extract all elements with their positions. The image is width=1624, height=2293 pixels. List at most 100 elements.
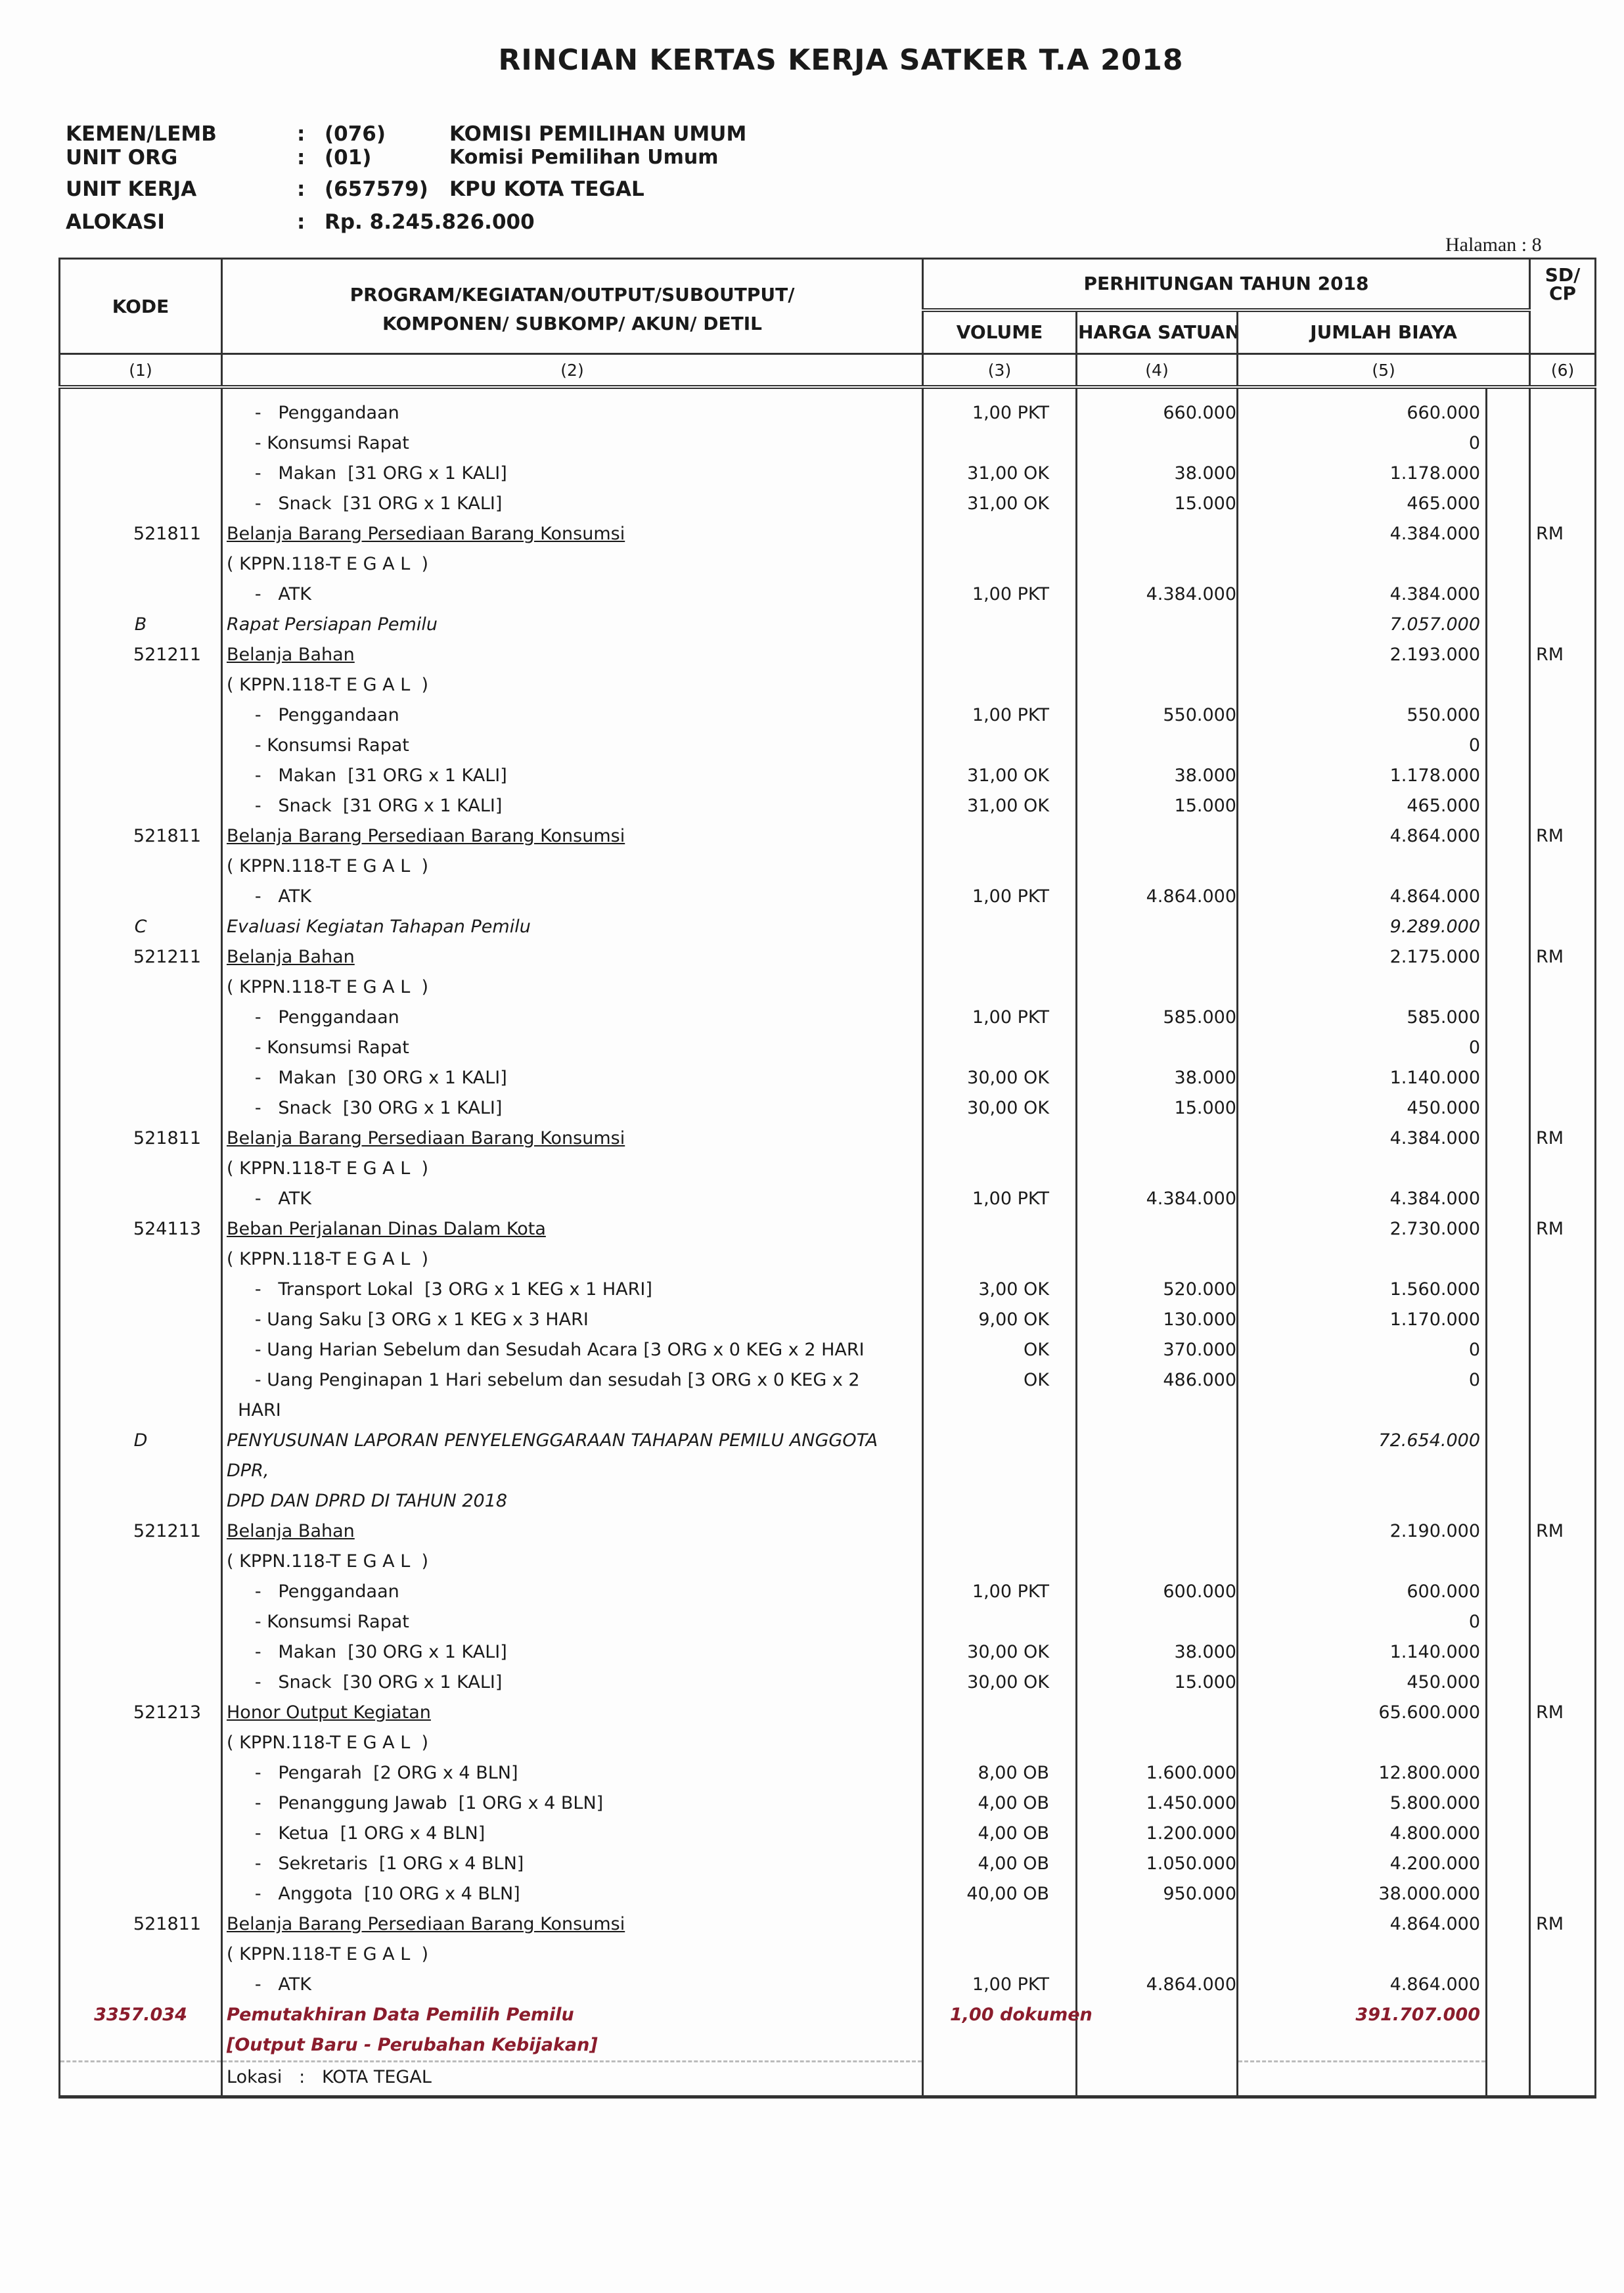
table-row: - Konsumsi Rapat 0 (58, 731, 1597, 761)
cell-jml: 2.193.000 (1236, 640, 1487, 670)
cell-sd (1529, 1184, 1597, 1214)
cell-sd (1529, 489, 1597, 519)
cell-sd (1529, 912, 1597, 942)
cell-harga (1075, 912, 1238, 942)
cell-sd: RM (1529, 821, 1597, 851)
cell-blank (1485, 428, 1531, 459)
cell-sd (1529, 1819, 1597, 1849)
cell-sd (1529, 882, 1597, 912)
cell-blank (1485, 731, 1531, 761)
cell-jml (1236, 851, 1487, 882)
cell-vol (922, 428, 1077, 459)
table-row: - Penggandaan 1,00 PKT 600.000 600.000 (58, 1577, 1597, 1607)
cell-kode: 3357.034 (58, 2000, 223, 2062)
cell-vol: 1,00 PKT (922, 387, 1077, 428)
cell-kode: 521811 (58, 1909, 223, 1940)
cell-vol: 8,00 OB (922, 1758, 1077, 1788)
cell-sd: RM (1529, 942, 1597, 972)
cell-vol: 31,00 OK (922, 761, 1077, 791)
cell-blank (1485, 610, 1531, 640)
cell-kode (58, 459, 223, 489)
akun-label: Belanja Bahan (227, 645, 355, 665)
cell-kode (58, 1577, 223, 1607)
cell-harga: 1.450.000 (1075, 1788, 1238, 1819)
cell-jml: 391.707.000 (1236, 2000, 1487, 2062)
cell-desc: Belanja Bahan (221, 942, 924, 972)
cell-desc: - Snack [31 ORG x 1 KALI] (221, 489, 924, 519)
table-row: 521811 Belanja Barang Persediaan Barang K… (58, 1124, 1597, 1154)
cell-sd: RM (1529, 1214, 1597, 1244)
cell-jml: 465.000 (1236, 791, 1487, 821)
table-row: - Penggandaan 1,00 PKT 585.000 585.000 (58, 1003, 1597, 1033)
cell-sd (1529, 1244, 1597, 1275)
cell-sd (1529, 1154, 1597, 1184)
cell-desc: - Penggandaan (221, 1577, 924, 1607)
table-row: - Uang Penginapan 1 Hari sebelum dan ses… (58, 1365, 1597, 1426)
cell-harga (1075, 2061, 1238, 2097)
header-harga: HARGA SATUAN (1075, 309, 1238, 355)
cell-kode (58, 670, 223, 700)
cell-harga (1075, 1124, 1238, 1154)
cell-jml: 38.000.000 (1236, 1879, 1487, 1909)
cell-desc: - Sekretaris [1 ORG x 4 BLN] (221, 1849, 924, 1879)
cell-jml: 2.730.000 (1236, 1214, 1487, 1244)
cell-vol: 4,00 OB (922, 1788, 1077, 1819)
info-colon: : (297, 122, 305, 146)
cell-vol: 1,00 PKT (922, 579, 1077, 610)
colnum-6: (6) (1529, 353, 1597, 389)
cell-harga (1075, 1214, 1238, 1244)
cell-desc: Belanja Barang Persediaan Barang Konsums… (221, 1124, 924, 1154)
cell-vol (922, 1214, 1077, 1244)
info-code: (657579) (325, 177, 428, 201)
cell-harga: 520.000 (1075, 1275, 1238, 1305)
akun-label: Belanja Barang Persediaan Barang Konsums… (227, 1914, 625, 1934)
cell-harga (1075, 972, 1238, 1003)
cell-jml: 1.140.000 (1236, 1063, 1487, 1093)
table-row: - Snack [30 ORG x 1 KALI] 30,00 OK 15.000 4… (58, 1093, 1597, 1124)
cell-blank (1485, 1728, 1531, 1758)
cell-blank (1485, 761, 1531, 791)
cell-vol (922, 821, 1077, 851)
cell-sd (1529, 1063, 1597, 1093)
cell-blank (1485, 1244, 1531, 1275)
cell-harga: 660.000 (1075, 387, 1238, 428)
cell-jml: 600.000 (1236, 1577, 1487, 1607)
cell-blank (1485, 1154, 1531, 1184)
cell-blank (1485, 1426, 1531, 1516)
cell-kode (58, 1879, 223, 1909)
cell-kode: 521211 (58, 640, 223, 670)
cell-sd (1529, 1940, 1597, 1970)
cell-desc: ( KPPN.118-T E G A L ) (221, 1244, 924, 1275)
cell-sd (1529, 731, 1597, 761)
cell-desc: - Uang Penginapan 1 Hari sebelum dan ses… (221, 1365, 924, 1426)
cell-sd (1529, 1547, 1597, 1577)
cell-vol: 1,00 PKT (922, 1003, 1077, 1033)
cell-kode (58, 761, 223, 791)
cell-jml: 4.384.000 (1236, 519, 1487, 549)
cell-jml: 2.190.000 (1236, 1516, 1487, 1547)
cell-kode (58, 700, 223, 731)
cell-desc: Belanja Barang Persediaan Barang Konsums… (221, 519, 924, 549)
cell-harga (1075, 549, 1238, 579)
cell-sd (1529, 1093, 1597, 1124)
cell-desc: - Konsumsi Rapat (221, 731, 924, 761)
cell-desc: - Snack [30 ORG x 1 KALI] (221, 1093, 924, 1124)
cell-kode (58, 1668, 223, 1698)
cell-jml (1236, 670, 1487, 700)
cell-vol (922, 942, 1077, 972)
table-row: 521811 Belanja Barang Persediaan Barang K… (58, 519, 1597, 549)
cell-sd (1529, 1668, 1597, 1698)
info-name: Komisi Pemilihan Umum (449, 146, 719, 169)
cell-kode (58, 549, 223, 579)
cell-vol (922, 851, 1077, 882)
cell-jml: 2.175.000 (1236, 942, 1487, 972)
table-row: B Rapat Persiapan Pemilu 7.057.000 (58, 610, 1597, 640)
cell-jml: 4.384.000 (1236, 579, 1487, 610)
cell-blank (1485, 1516, 1531, 1547)
cell-kode (58, 428, 223, 459)
cell-harga: 4.384.000 (1075, 1184, 1238, 1214)
cell-desc: Honor Output Kegiatan (221, 1698, 924, 1728)
cell-sd (1529, 670, 1597, 700)
cell-sd (1529, 1033, 1597, 1063)
